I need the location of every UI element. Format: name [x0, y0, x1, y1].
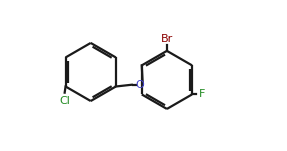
Text: Cl: Cl — [59, 96, 70, 106]
Text: O: O — [135, 80, 144, 90]
Text: Br: Br — [161, 34, 173, 44]
Text: F: F — [199, 89, 205, 99]
